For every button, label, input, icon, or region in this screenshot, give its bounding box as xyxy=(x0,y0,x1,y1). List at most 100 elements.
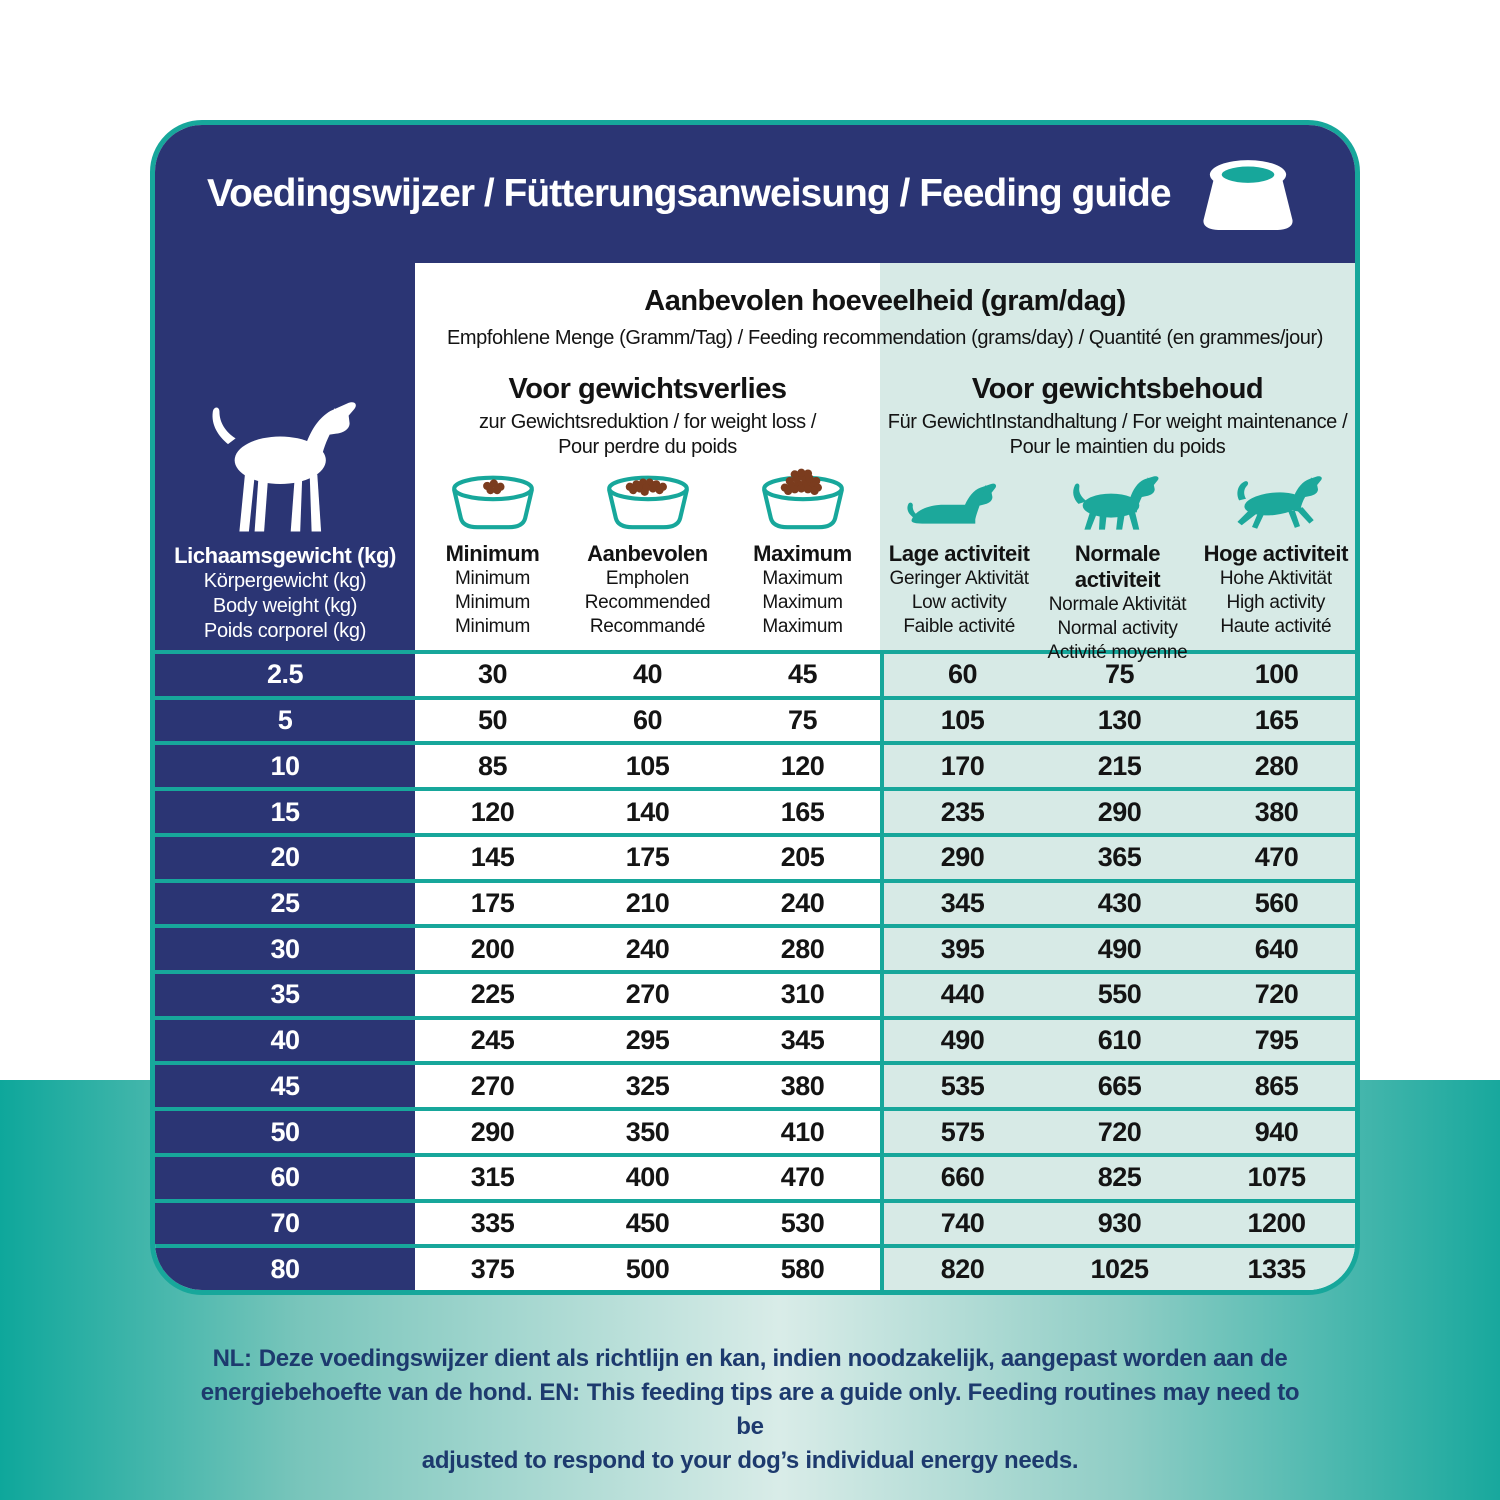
body-weight-cell: 50 xyxy=(155,1111,415,1153)
column-high-activity: Hoge activiteit Hohe Aktivität High acti… xyxy=(1197,459,1355,665)
maintenance-value-cell: 235 xyxy=(880,791,1041,833)
column-normal-activity: Normale activiteit Normale Aktivität Nor… xyxy=(1038,459,1196,665)
weight-loss-columns: Minimum Minimum Minimum Minimum xyxy=(415,459,880,639)
maintenance-value-cell: 105 xyxy=(880,699,1041,742)
weight-loss-value-cell: 210 xyxy=(570,882,725,925)
weight-loss-value-cell: 295 xyxy=(570,1019,725,1062)
maintenance-value-cell: 575 xyxy=(880,1111,1041,1153)
column-minimum: Minimum Minimum Minimum Minimum xyxy=(415,459,570,639)
weight-loss-value-cell: 45 xyxy=(725,654,880,696)
maintenance-value-cell: 1200 xyxy=(1198,1202,1355,1245)
weight-loss-value-cell: 205 xyxy=(725,836,880,879)
body-weight-column-header: Lichaamsgewicht (kg) Körpergewicht (kg) … xyxy=(155,263,415,650)
body-weight-cell: 10 xyxy=(155,745,415,788)
weight-maintenance-section-header: Voor gewichtsbehoud Für GewichtInstandha… xyxy=(880,373,1355,460)
page-title: Voedingswijzer / Fütterungsanweisung / F… xyxy=(207,172,1172,215)
maintenance-value-cell: 490 xyxy=(880,1019,1041,1062)
maintenance-value-cell: 825 xyxy=(1041,1156,1198,1199)
maintenance-section-background xyxy=(880,263,1355,650)
standing-dog-icon xyxy=(212,402,356,532)
table-row: 35 225 270 310 440 550 720 xyxy=(155,970,1355,1016)
body-weight-cell: 40 xyxy=(155,1019,415,1062)
weight-loss-value-cell: 240 xyxy=(725,882,880,925)
weight-loss-value-cell: 345 xyxy=(725,1019,880,1062)
weight-loss-value-cell: 225 xyxy=(415,974,570,1016)
maintenance-value-cell: 75 xyxy=(1041,654,1198,696)
maintenance-value-cell: 290 xyxy=(1041,791,1198,833)
footer-note: NL: Deze voedingswijzer dient als richtli… xyxy=(190,1342,1310,1478)
weight-loss-value-cell: 240 xyxy=(570,928,725,971)
maintenance-value-cell: 215 xyxy=(1041,745,1198,788)
weight-loss-value-cell: 270 xyxy=(570,974,725,1016)
weight-loss-value-cell: 175 xyxy=(570,836,725,879)
maintenance-value-cell: 820 xyxy=(880,1248,1041,1290)
card-header: Voedingswijzer / Fütterungsanweisung / F… xyxy=(155,125,1355,263)
weight-loss-value-cell: 280 xyxy=(725,928,880,971)
weight-loss-value-cell: 335 xyxy=(415,1202,570,1245)
weight-loss-value-cell: 400 xyxy=(570,1156,725,1199)
weight-loss-value-cell: 580 xyxy=(725,1248,880,1290)
maintenance-value-cell: 640 xyxy=(1198,928,1355,971)
body-weight-cell: 25 xyxy=(155,882,415,925)
column-maximum: Maximum Maximum Maximum Maximum xyxy=(725,459,880,639)
table-row: 25 175 210 240 345 430 560 xyxy=(155,878,1355,925)
table-row: 10 85 105 120 170 215 280 xyxy=(155,741,1355,788)
body-weight-cell: 30 xyxy=(155,928,415,971)
bowl-full-icon xyxy=(761,468,844,530)
weight-loss-value-cell: 60 xyxy=(570,699,725,742)
maintenance-value-cell: 795 xyxy=(1198,1019,1355,1062)
maintenance-value-cell: 130 xyxy=(1041,699,1198,742)
weight-loss-value-cell: 120 xyxy=(415,791,570,833)
table-row: 50 290 350 410 575 720 940 xyxy=(155,1107,1355,1153)
bowl-medium-icon xyxy=(606,475,689,530)
weight-loss-value-cell: 40 xyxy=(570,654,725,696)
table-row: 20 145 175 205 290 365 470 xyxy=(155,832,1355,879)
weight-loss-value-cell: 30 xyxy=(415,654,570,696)
table-rows: 2.5 30 40 45 60 75 100 5 50 60 75 105 130 165 10 85 105 1… xyxy=(155,650,1355,1290)
table-row: 60 315 400 470 660 825 1075 xyxy=(155,1152,1355,1199)
maintenance-value-cell: 170 xyxy=(880,745,1041,788)
feeding-guide-card: Voedingswijzer / Fütterungsanweisung / F… xyxy=(150,120,1360,1295)
table-row: 2.5 30 40 45 60 75 100 xyxy=(155,650,1355,696)
bowl-low-icon xyxy=(451,475,534,530)
maintenance-value-cell: 610 xyxy=(1041,1019,1198,1062)
dog-lying-icon xyxy=(907,483,997,524)
maintenance-value-cell: 660 xyxy=(880,1156,1041,1199)
dog-running-icon xyxy=(1237,476,1322,529)
weight-loss-value-cell: 310 xyxy=(725,974,880,1016)
footer-line-1: NL: Deze voedingswijzer dient als richtli… xyxy=(212,1345,1288,1372)
maintenance-value-cell: 535 xyxy=(880,1065,1041,1108)
weight-loss-value-cell: 350 xyxy=(570,1111,725,1153)
maintenance-value-cell: 720 xyxy=(1198,974,1355,1016)
weight-loss-value-cell: 105 xyxy=(570,745,725,788)
body-weight-cell: 35 xyxy=(155,974,415,1016)
body-weight-cell: 60 xyxy=(155,1156,415,1199)
dog-bowl-icon xyxy=(1203,160,1293,231)
maintenance-value-cell: 490 xyxy=(1041,928,1198,971)
maintenance-value-cell: 440 xyxy=(880,974,1041,1016)
body-weight-cell: 70 xyxy=(155,1202,415,1245)
weight-loss-value-cell: 245 xyxy=(415,1019,570,1062)
table-row: 40 245 295 345 490 610 795 xyxy=(155,1015,1355,1062)
weight-loss-value-cell: 470 xyxy=(725,1156,880,1199)
table-row: 70 335 450 530 740 930 1200 xyxy=(155,1198,1355,1245)
weight-loss-title: Voor gewichtsverlies xyxy=(508,373,787,405)
loss-section-background xyxy=(415,263,880,650)
maintenance-value-cell: 560 xyxy=(1198,882,1355,925)
maintenance-value-cell: 100 xyxy=(1198,654,1355,696)
body-weight-cell: 20 xyxy=(155,836,415,879)
body-weight-cell: 45 xyxy=(155,1065,415,1108)
maintenance-value-cell: 365 xyxy=(1041,836,1198,879)
maintenance-value-cell: 1075 xyxy=(1198,1156,1355,1199)
maintenance-value-cell: 280 xyxy=(1198,745,1355,788)
maintenance-value-cell: 550 xyxy=(1041,974,1198,1016)
weight-loss-section-header: Voor gewichtsverlies zur Gewichtsredukti… xyxy=(415,373,880,460)
column-recommended: Aanbevolen Empholen Recommended Recomman… xyxy=(570,459,725,639)
weight-loss-value-cell: 75 xyxy=(725,699,880,742)
weight-loss-value-cell: 140 xyxy=(570,791,725,833)
weight-loss-value-cell: 85 xyxy=(415,745,570,788)
maintenance-value-cell: 930 xyxy=(1041,1202,1198,1245)
body-weight-cell: 5 xyxy=(155,699,415,742)
body-weight-cell: 80 xyxy=(155,1248,415,1290)
maintenance-value-cell: 720 xyxy=(1041,1111,1198,1153)
